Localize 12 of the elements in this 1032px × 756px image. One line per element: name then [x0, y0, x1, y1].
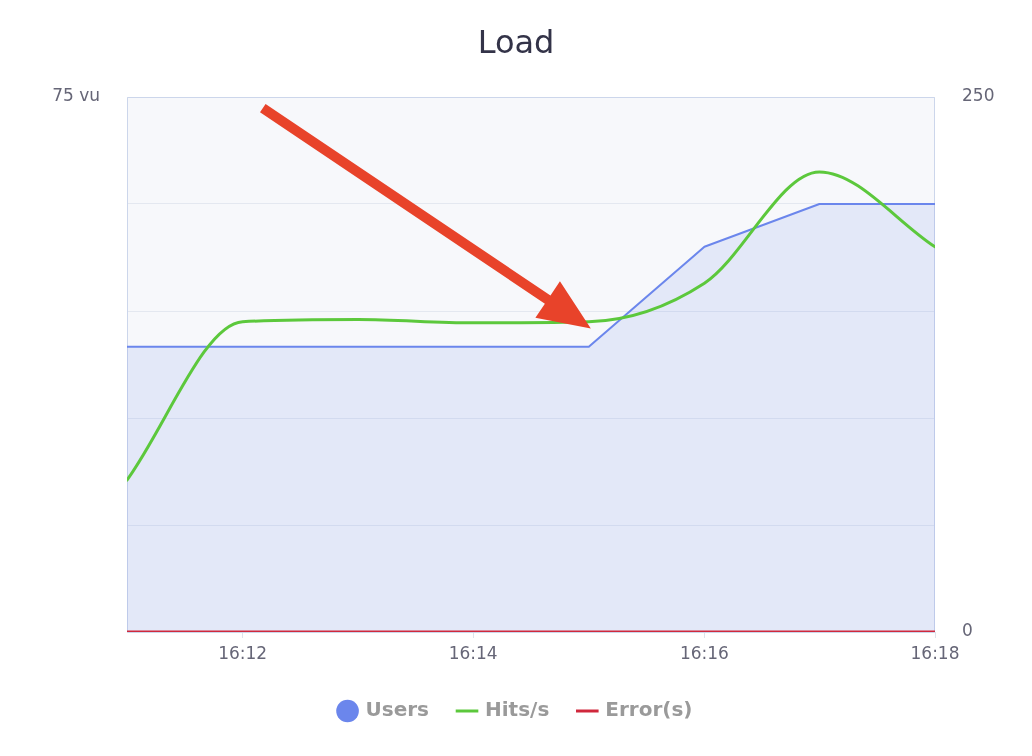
legend-label: Error(s) [605, 697, 693, 722]
y2-tick-label: 250 [962, 85, 995, 106]
x-tick-label: 16:14 [448, 642, 498, 663]
x-tick-label: 16:16 [679, 642, 729, 663]
x-tick-label: 16:12 [218, 642, 268, 663]
chart-title: Load [477, 22, 555, 61]
y-tick-label: 75 vu [52, 85, 100, 106]
line-series [127, 170, 935, 482]
x-tick-label: 16:18 [910, 642, 960, 663]
legend-label: Hits/s [485, 697, 550, 722]
legend-label: Users [365, 697, 430, 722]
y2-tick-label: 0 [962, 620, 973, 641]
